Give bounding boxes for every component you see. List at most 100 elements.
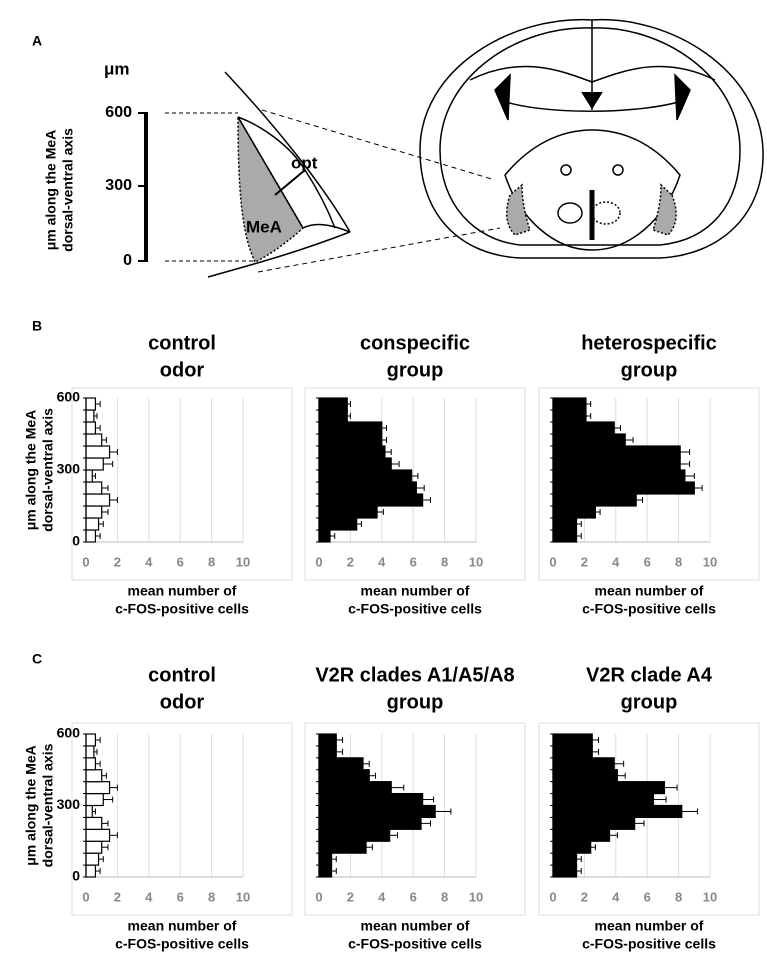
- chart-title: V2R clades A1/A5/A8: [315, 664, 514, 686]
- error-bar: [680, 461, 691, 467]
- bar: [85, 493, 111, 507]
- bar: [85, 769, 103, 783]
- x-axis-label: mean number of: [595, 583, 704, 599]
- error-bar: [329, 533, 336, 539]
- error-bar: [336, 748, 344, 755]
- error-bar: [422, 497, 431, 503]
- x-tick-label: 6: [410, 554, 417, 569]
- bar: [552, 529, 578, 543]
- error-bar: [95, 533, 101, 539]
- x-tick-label: 4: [145, 554, 153, 569]
- error-bar: [103, 461, 114, 467]
- bar: [318, 505, 378, 519]
- bar: [318, 457, 392, 471]
- bar: [318, 397, 348, 411]
- error-bar: [634, 820, 645, 827]
- bar: [552, 409, 587, 423]
- bar: [318, 733, 337, 747]
- bar: [85, 433, 103, 447]
- bar: [552, 421, 615, 435]
- bar: [318, 493, 424, 507]
- x-tick-label: 6: [177, 554, 184, 569]
- error-bar: [92, 473, 96, 479]
- error-bar: [680, 449, 691, 455]
- bar: [552, 745, 593, 759]
- bar: [318, 840, 367, 854]
- error-bar: [347, 413, 351, 419]
- y-axis-label-line: μm along the MeA: [23, 745, 39, 866]
- chart-frame: [71, 722, 293, 916]
- error-bar: [362, 760, 370, 767]
- brain-diagram: [138, 18, 764, 278]
- x-tick-label: 2: [114, 554, 121, 569]
- chart-frame: [304, 387, 526, 581]
- region-label: opt: [291, 153, 318, 172]
- error-bar: [98, 521, 104, 527]
- x-tick-label: 8: [675, 554, 682, 569]
- scale-label: 600: [105, 104, 132, 121]
- x-tick-label: 8: [441, 554, 448, 569]
- bar: [318, 745, 337, 759]
- scale-axis-label: μm along the MeA: [43, 130, 59, 251]
- bar: [318, 792, 424, 807]
- scale-axis-label: dorsal-ventral axis: [60, 128, 76, 252]
- bar: [552, 852, 578, 866]
- chart-title: odor: [160, 359, 205, 381]
- bar: [85, 757, 97, 771]
- x-tick-label: 2: [114, 889, 121, 904]
- x-axis-label: mean number of: [128, 583, 237, 599]
- bar: [85, 816, 103, 830]
- bar: [552, 792, 655, 807]
- bar: [318, 433, 383, 447]
- y-axis-label-line: dorsal-ventral axis: [40, 408, 56, 532]
- error-bar: [391, 784, 405, 791]
- chart-title: group: [621, 691, 678, 713]
- bar: [552, 493, 637, 507]
- bar: [552, 469, 686, 483]
- error-bar: [681, 808, 698, 815]
- bar: [85, 481, 103, 495]
- error-bar: [331, 856, 337, 863]
- bar: [318, 828, 391, 842]
- error-bar: [576, 868, 582, 875]
- x-tick-label: 8: [441, 889, 448, 904]
- error-bar: [576, 533, 582, 539]
- x-tick-label: 0: [315, 554, 322, 569]
- bar: [85, 804, 93, 819]
- error-bar: [93, 748, 98, 755]
- chart-title: group: [387, 359, 444, 381]
- error-bar: [101, 844, 109, 851]
- bar: [85, 421, 97, 435]
- chart-title: group: [621, 359, 678, 381]
- x-tick-label: 0: [82, 554, 89, 569]
- x-tick-label: 10: [469, 554, 483, 569]
- panel-label: C: [32, 651, 42, 667]
- error-bar: [609, 832, 618, 839]
- error-bar: [595, 509, 601, 515]
- bar: [552, 445, 681, 459]
- x-tick-label: 6: [644, 554, 651, 569]
- bar: [85, 529, 97, 543]
- x-tick-label: 10: [236, 889, 250, 904]
- bar: [318, 517, 358, 531]
- error-bar: [585, 413, 592, 419]
- error-bar: [336, 736, 344, 743]
- error-bar: [101, 772, 107, 779]
- error-bar: [653, 796, 667, 803]
- bar: [318, 864, 333, 878]
- error-bar: [109, 784, 118, 791]
- error-bar: [356, 521, 362, 527]
- bar: [552, 840, 592, 854]
- error-bar: [592, 736, 600, 743]
- bar: [85, 792, 104, 807]
- x-tick-label: 0: [549, 889, 556, 904]
- error-bar: [98, 856, 104, 863]
- bar: [318, 804, 436, 819]
- error-bar: [422, 796, 435, 803]
- bar: [85, 517, 100, 531]
- x-axis-label: c-FOS-positive cells: [348, 601, 482, 617]
- bar: [85, 457, 104, 471]
- x-tick-label: 2: [347, 554, 354, 569]
- error-bar: [347, 401, 351, 407]
- x-tick-label: 4: [612, 554, 620, 569]
